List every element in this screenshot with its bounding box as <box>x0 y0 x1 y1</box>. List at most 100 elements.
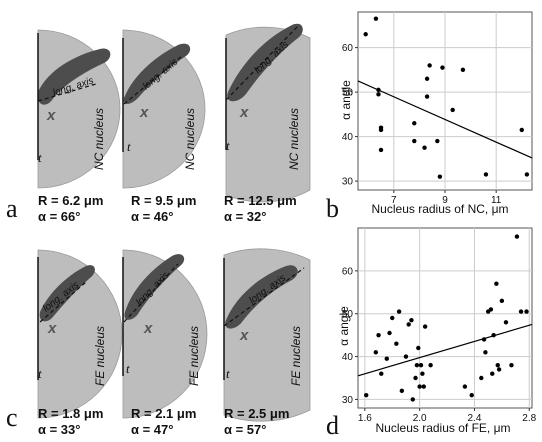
data-point <box>524 172 530 177</box>
nucleus-shape <box>37 48 111 105</box>
t-label: t <box>38 150 42 165</box>
x-marker: x <box>143 320 153 337</box>
data-point <box>490 371 495 376</box>
data-point <box>412 121 417 126</box>
data-point <box>462 384 468 389</box>
data-point <box>496 367 502 372</box>
angle-caption: α = 47° <box>131 422 173 437</box>
data-point <box>413 375 418 381</box>
data-point <box>412 138 417 144</box>
angle-caption: α = 57° <box>224 422 266 437</box>
data-point <box>373 350 379 355</box>
data-point <box>420 371 425 376</box>
y-tick-label: 50 <box>342 309 354 320</box>
y-tick-label: 60 <box>342 266 354 277</box>
y-tick-label: 40 <box>342 132 354 143</box>
data-point <box>403 354 409 359</box>
x-marker: x <box>47 320 57 337</box>
panel-letter-d: d <box>326 411 339 440</box>
nucleus-type-label: NC nucleus <box>92 108 106 170</box>
plot-area <box>357 227 533 409</box>
y-axis-label: α angle <box>337 306 351 346</box>
data-point <box>376 332 381 338</box>
trend-line <box>357 80 533 159</box>
nc-cell-2-drawing <box>122 29 206 189</box>
data-point <box>417 384 422 389</box>
x-axis-label: Nucleus radius of NC, μm <box>372 202 509 216</box>
data-point <box>491 332 496 338</box>
data-point <box>427 63 432 68</box>
data-point <box>409 317 414 323</box>
data-point <box>421 384 426 389</box>
x-tick-label: 2.8 <box>522 413 536 424</box>
data-point <box>379 371 384 376</box>
nucleus-type-label: FE nucleus <box>93 326 107 386</box>
angle-caption: α = 66° <box>38 209 80 224</box>
angle-caption: α = 46° <box>131 209 173 224</box>
radius-caption: R = 12.5 μm <box>224 193 297 208</box>
data-point <box>483 172 489 177</box>
cell-body <box>122 29 206 189</box>
angle-caption: α = 33° <box>38 422 80 437</box>
data-point <box>524 309 529 314</box>
y-tick-label: 40 <box>342 352 354 363</box>
x-tick-label: 1.6 <box>358 413 372 424</box>
long-axis-line <box>37 83 97 102</box>
data-point <box>394 341 399 346</box>
nc-cell-3-drawing <box>225 23 311 203</box>
t-label: t <box>127 139 131 154</box>
x-marker: x <box>239 104 249 121</box>
data-point <box>410 397 416 402</box>
data-point <box>376 92 381 97</box>
data-point <box>469 392 474 398</box>
panel-letter-a: a <box>6 194 18 223</box>
x-tick-label: 2.0 <box>413 413 427 424</box>
data-point <box>450 107 455 113</box>
long-axis-line <box>123 55 183 105</box>
data-point <box>424 76 430 81</box>
data-point <box>414 362 420 368</box>
long-axis-line <box>39 281 87 323</box>
t-label: t <box>126 361 130 376</box>
data-point <box>376 87 381 93</box>
nucleus-type-label: NC nucleus <box>183 108 197 170</box>
data-point <box>418 362 424 368</box>
data-point <box>390 315 395 321</box>
data-point <box>514 234 520 239</box>
y-tick-label: 50 <box>342 88 354 99</box>
data-point <box>378 125 384 130</box>
data-point <box>406 322 411 327</box>
data-point <box>422 324 428 329</box>
nucleus-type-label: NC nucleus <box>287 108 301 170</box>
scatter-chart-nc: 7 9 11 30 40 50 60 <box>342 11 533 206</box>
data-point <box>440 65 445 70</box>
data-point <box>428 362 433 368</box>
data-point <box>499 298 505 304</box>
x-tick-label: 11 <box>491 195 502 206</box>
data-point <box>422 145 427 150</box>
data-point <box>518 309 524 314</box>
scatter-chart-fe: 1.6 2.0 2.4 2.8 30 40 50 60 <box>342 227 537 424</box>
t-label: t <box>226 366 230 381</box>
nucleus-shape <box>123 43 191 104</box>
x-axis-label: Nucleus radius of FE, μm <box>376 421 511 435</box>
data-point <box>435 138 440 144</box>
data-point <box>488 307 494 312</box>
x-marker: x <box>139 104 149 121</box>
radius-caption: R = 1.8 μm <box>38 406 103 421</box>
data-point <box>416 345 421 351</box>
data-point <box>437 174 443 179</box>
data-point <box>364 392 369 398</box>
x-marker: x <box>239 327 249 344</box>
cell-body <box>223 248 311 422</box>
long-axis-line <box>123 263 179 323</box>
trend-line <box>357 323 533 377</box>
x-marker: x <box>46 107 56 124</box>
data-point <box>399 388 405 394</box>
data-point <box>460 67 466 73</box>
long-axis-line <box>223 267 305 327</box>
angle-caption: α = 32° <box>224 209 266 224</box>
y-tick-label: 30 <box>342 395 354 406</box>
x-tick-label: 9 <box>442 195 448 206</box>
